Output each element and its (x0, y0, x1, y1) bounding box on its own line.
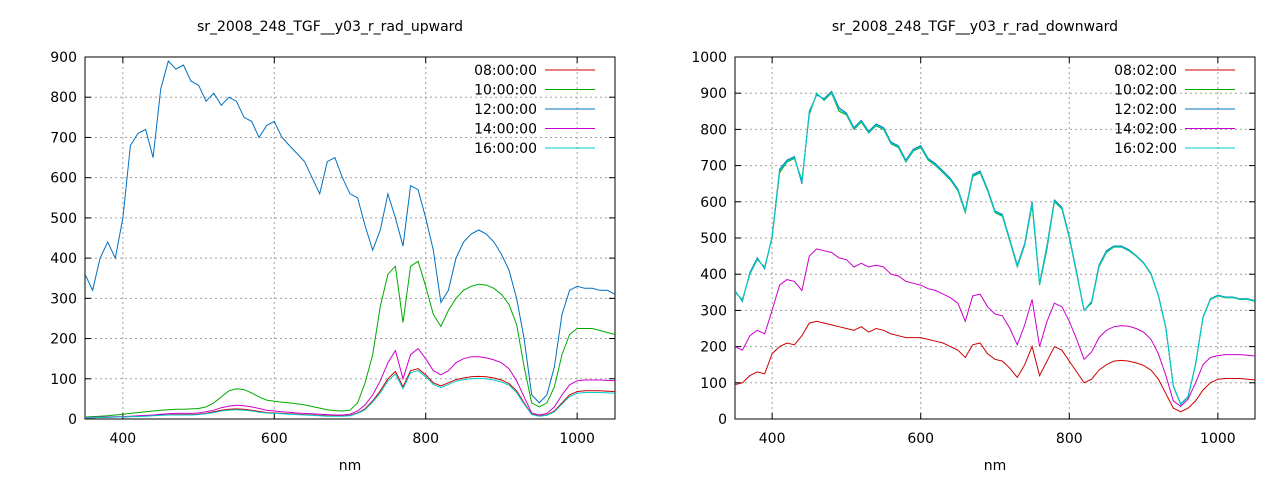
legend-label: 08:02:00 (1114, 63, 1177, 79)
chart-title: sr_2008_248_TGF__y03_r_rad_upward (197, 19, 463, 35)
x-axis-label: nm (339, 458, 362, 474)
x-tick-label: 400 (759, 431, 786, 447)
y-tick-label: 0 (68, 412, 77, 428)
series-line-120000 (85, 60, 615, 404)
series-line-100000 (85, 260, 615, 418)
x-tick-label: 800 (412, 431, 439, 447)
x-tick-label: 600 (261, 431, 288, 447)
y-tick-label: 700 (50, 130, 77, 146)
plot-frame (84, 56, 616, 420)
legend-label: 16:02:00 (1114, 141, 1177, 157)
series-line-160200 (735, 91, 1255, 406)
y-tick-label: 1000 (691, 50, 727, 66)
y-tick-label: 0 (718, 412, 727, 428)
y-tick-label: 300 (700, 303, 727, 319)
y-tick-label: 500 (700, 231, 727, 247)
series-line-080200 (735, 320, 1255, 413)
legend-label: 16:00:00 (474, 141, 537, 157)
axes: 0 100 200 300 400 500 600 700 800 900 400 600 800 100… (50, 50, 615, 447)
chart-upward: sr_2008_248_TGF__y03_r_rad_upward 0 100 200… (50, 19, 616, 474)
legend: 08:02:00 10:02:00 12:02:00 14:02:00 16:02:00 (1114, 63, 1235, 157)
series-line-120200 (735, 90, 1255, 405)
series-line-100200 (735, 92, 1255, 406)
series-line-140000 (85, 347, 615, 418)
y-tick-label: 600 (700, 195, 727, 211)
y-tick-label: 400 (50, 251, 77, 267)
y-tick-label: 900 (700, 86, 727, 102)
x-tick-label: 1000 (1200, 431, 1236, 447)
series-group (85, 60, 615, 419)
y-tick-label: 800 (700, 122, 727, 138)
x-axis-label: nm (984, 458, 1007, 474)
y-tick-label: 100 (700, 376, 727, 392)
series-line-160000 (85, 370, 615, 419)
legend-label: 14:02:00 (1114, 122, 1177, 138)
chart-downward: sr_2008_248_TGF__y03_r_rad_downward 0 100 2… (691, 19, 1256, 474)
y-tick-label: 700 (700, 159, 727, 175)
y-tick-label: 400 (700, 267, 727, 283)
legend-label: 08:00:00 (474, 63, 537, 79)
x-tick-label: 600 (907, 431, 934, 447)
y-tick-label: 800 (50, 90, 77, 106)
legend-label: 14:00:00 (474, 122, 537, 138)
legend: 08:00:00 10:00:00 12:00:00 14:00:00 16:00:00 (474, 63, 595, 157)
y-tick-label: 200 (700, 340, 727, 356)
grid (735, 57, 1255, 419)
legend-label: 10:02:00 (1114, 83, 1177, 99)
x-tick-label: 1000 (559, 431, 595, 447)
y-tick-label: 500 (50, 211, 77, 227)
y-tick-label: 100 (50, 372, 77, 388)
axes: 0 100 200 300 400 500 600 700 800 900 1000 400 600 80… (691, 50, 1255, 447)
legend-label: 12:00:00 (474, 102, 537, 118)
y-tick-label: 300 (50, 291, 77, 307)
x-tick-label: 400 (109, 431, 136, 447)
x-tick-label: 800 (1056, 431, 1083, 447)
y-tick-label: 200 (50, 332, 77, 348)
y-tick-label: 600 (50, 171, 77, 187)
legend-label: 10:00:00 (474, 83, 537, 99)
legend-label: 12:02:00 (1114, 102, 1177, 118)
series-group (735, 90, 1255, 413)
series-line-140200 (735, 248, 1255, 407)
y-tick-label: 900 (50, 50, 77, 66)
chart-title: sr_2008_248_TGF__y03_r_rad_downward (832, 19, 1118, 35)
